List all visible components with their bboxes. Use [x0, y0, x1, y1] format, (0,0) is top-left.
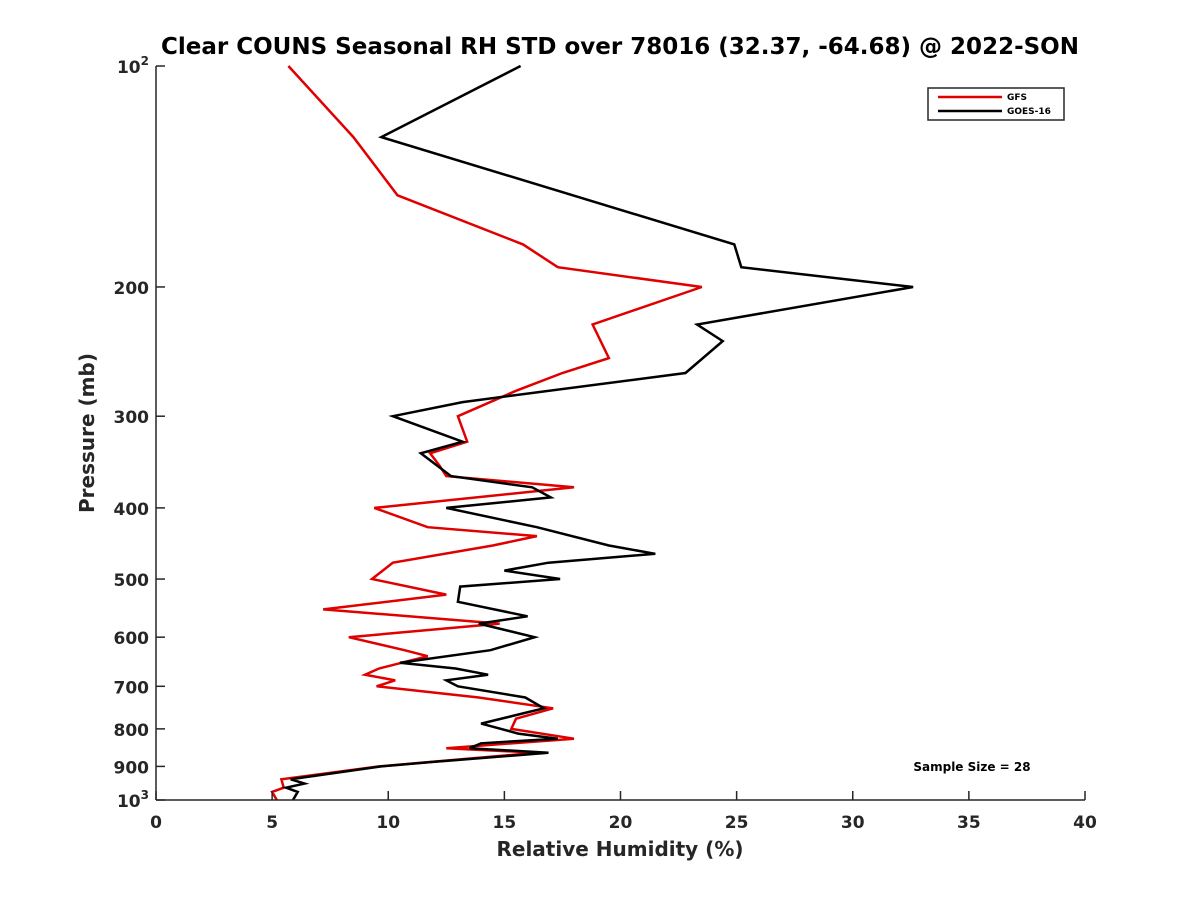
y-tick-label: 700 — [114, 678, 150, 698]
x-tick-label: 35 — [957, 813, 981, 833]
legend-label-gfs: GFS — [1007, 93, 1027, 103]
x-axis-label: Relative Humidity (%) — [496, 837, 743, 861]
x-tick-label: 30 — [841, 813, 865, 833]
x-tick-label: 10 — [376, 813, 400, 833]
x-tick-label: 40 — [1073, 813, 1097, 833]
series-layer — [270, 64, 914, 801]
chart-title: Clear COUNS Seasonal RH STD over 78016 (… — [161, 34, 1079, 60]
x-tick-label: 5 — [266, 813, 278, 833]
legend-box — [927, 87, 1065, 121]
y-tick-label: 600 — [114, 629, 150, 649]
legend-label-goes16: GOES-16 — [1007, 107, 1051, 117]
y-tick-label: 103 — [117, 788, 149, 812]
x-tick-label: 20 — [609, 813, 633, 833]
y-tick-label: 200 — [114, 279, 150, 299]
sample-size-annotation: Sample Size = 28 — [913, 760, 1030, 774]
y-ticks: 102 200 300 400 500 600 700 800 900 103 — [114, 54, 165, 812]
x-ticks: 0 5 10 15 20 25 30 35 40 — [150, 791, 1097, 833]
series-line-gfs — [270, 65, 703, 801]
y-tick-label: 400 — [114, 500, 150, 520]
x-tick-label: 25 — [725, 813, 749, 833]
y-tick-label: 900 — [114, 758, 150, 778]
series-line-goes16 — [281, 64, 914, 801]
legend: GFS GOES-16 — [927, 87, 1065, 121]
y-tick-label: 300 — [114, 408, 150, 428]
y-axis-label: Pressure (mb) — [75, 353, 99, 513]
x-tick-label: 0 — [150, 813, 162, 833]
y-tick-label: 800 — [114, 721, 150, 741]
y-tick-label: 500 — [114, 571, 150, 591]
x-tick-label: 15 — [493, 813, 517, 833]
y-tick-label: 102 — [117, 54, 149, 78]
